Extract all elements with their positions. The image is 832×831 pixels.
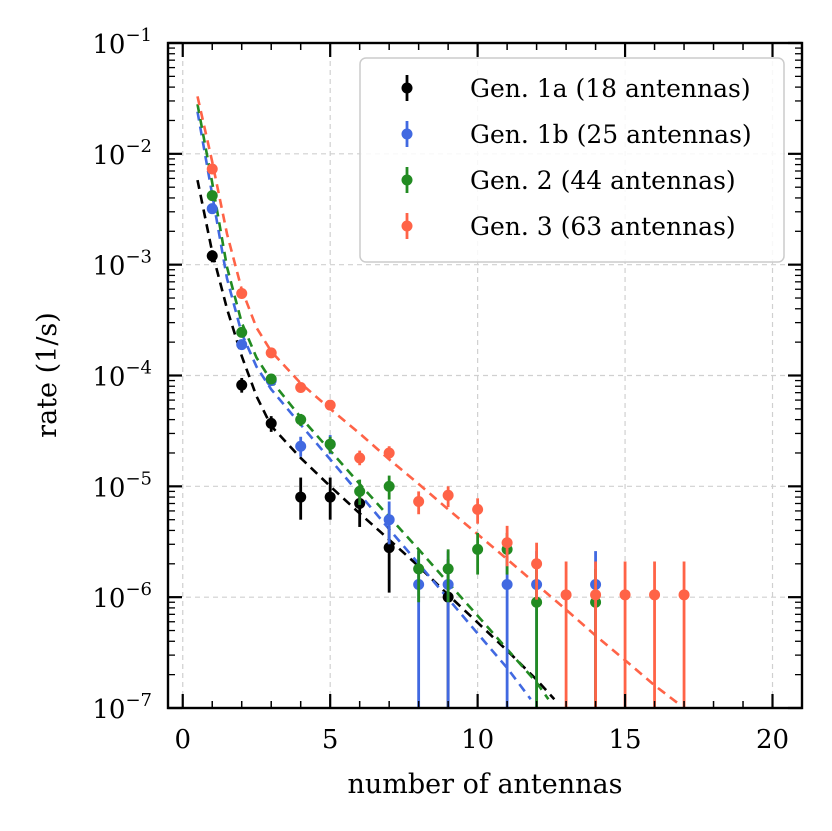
x-tick-label: 5 [322, 725, 339, 755]
data-point [472, 503, 484, 515]
data-point [354, 452, 366, 464]
data-point [560, 589, 572, 601]
data-point [501, 579, 513, 591]
y-tick-base: 10 [92, 30, 125, 60]
data-point [206, 203, 218, 215]
y-tick-exponent: −2 [125, 136, 152, 157]
data-point [295, 381, 307, 393]
data-point [413, 563, 425, 575]
y-tick-label: 10−7 [92, 690, 152, 725]
y-tick-label: 10−5 [92, 468, 152, 503]
data-point [324, 399, 336, 411]
y-tick-base: 10 [92, 252, 125, 282]
legend-marker [401, 82, 413, 94]
data-point [442, 563, 454, 575]
y-tick-label: 10−1 [92, 25, 152, 60]
legend-label: Gen. 1a (18 antennas) [470, 74, 751, 103]
x-tick-label: 15 [609, 725, 642, 755]
legend-label: Gen. 1b (25 antennas) [470, 120, 752, 149]
fit-curve [196, 111, 532, 700]
data-point [295, 414, 307, 426]
y-tick-label: 10−2 [92, 136, 152, 171]
y-tick-base: 10 [92, 363, 125, 393]
y-tick-exponent: −1 [125, 25, 152, 46]
x-axis-label: number of antennas [347, 769, 622, 800]
fit-curve [196, 179, 556, 701]
data-point [265, 373, 277, 385]
data-point [413, 495, 425, 507]
data-point [236, 339, 248, 351]
data-point [206, 190, 218, 202]
fit-curve [196, 104, 550, 700]
y-tick-base: 10 [92, 141, 125, 171]
data-points [206, 163, 690, 708]
data-point [590, 589, 602, 601]
data-point [236, 287, 248, 299]
x-tick-label: 10 [461, 725, 494, 755]
data-point [354, 485, 366, 497]
legend-label: Gen. 3 (63 antennas) [470, 212, 736, 241]
legend-marker [401, 174, 413, 186]
fit-curve [196, 96, 679, 705]
data-point [324, 491, 336, 503]
x-tick-labels: 0 5 10 15 20 [174, 725, 789, 755]
y-tick-exponent: −4 [125, 358, 152, 379]
data-point [206, 250, 218, 262]
data-point [295, 440, 307, 452]
data-point [383, 514, 395, 526]
data-point [206, 163, 218, 175]
data-point [295, 491, 307, 503]
data-point [619, 589, 631, 601]
legend-marker [401, 128, 413, 140]
data-point [324, 438, 336, 450]
data-point [236, 379, 248, 391]
y-tick-base: 10 [92, 473, 125, 503]
data-point [265, 347, 277, 359]
data-point [472, 543, 484, 555]
y-tick-label: 10−6 [92, 579, 152, 614]
data-point [383, 447, 395, 459]
data-point [678, 589, 690, 601]
x-tick-label: 20 [756, 725, 789, 755]
data-point [501, 537, 513, 549]
y-axis-label: rate (1/s) [32, 312, 63, 438]
y-tick-exponent: −5 [125, 468, 152, 489]
y-tick-exponent: −3 [125, 247, 152, 268]
x-tick-label: 0 [174, 725, 191, 755]
data-point [383, 542, 395, 554]
y-tick-label: 10−4 [92, 358, 152, 393]
legend-marker [401, 220, 413, 232]
data-point [383, 480, 395, 492]
data-point [236, 326, 248, 338]
data-point [531, 558, 543, 570]
fit-curves [196, 96, 679, 705]
legend: Gen. 1a (18 antennas) Gen. 1b (25 antenna… [359, 57, 785, 263]
y-tick-exponent: −7 [125, 690, 152, 711]
y-tick-base: 10 [92, 695, 125, 725]
ticks [168, 41, 803, 710]
legend-items: Gen. 1a (18 antennas) Gen. 1b (25 antenna… [401, 74, 752, 241]
data-point [442, 489, 454, 501]
data-point [649, 589, 661, 601]
y-tick-labels: 10−710−610−510−410−310−210−1 [92, 25, 152, 725]
legend-label: Gen. 2 (44 antennas) [470, 166, 736, 195]
data-point [531, 596, 543, 608]
y-tick-base: 10 [92, 584, 125, 614]
data-point [265, 417, 277, 429]
y-tick-label: 10−3 [92, 247, 152, 282]
y-tick-exponent: −6 [125, 579, 152, 600]
legend-box [359, 57, 785, 263]
